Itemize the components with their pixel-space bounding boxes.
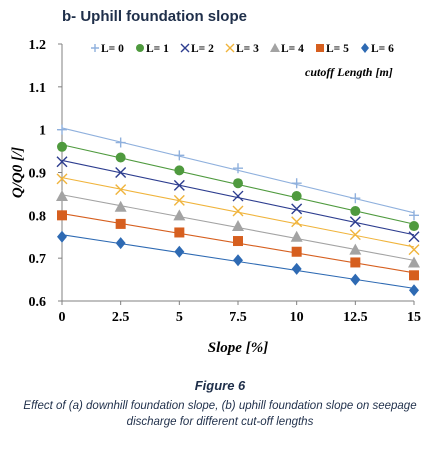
legend-label: L= 4 [281,43,304,55]
data-point-series-6 [233,254,243,267]
data-point-series-4 [173,209,186,221]
data-point-series-2 [173,179,185,191]
data-point-series-2 [232,190,244,202]
legend-label: L= 3 [236,43,259,55]
data-point-series-0 [57,124,67,135]
figure-label: Figure 6 [194,378,246,393]
y-tick-label: 0.7 [29,252,47,267]
legend-marker-series-3 [225,43,235,53]
data-point-series-5 [57,210,67,221]
legend-label: L= 2 [191,43,214,55]
data-point-series-4 [232,220,244,232]
data-point-series-1 [115,152,126,163]
data-point-series-3 [349,229,361,241]
y-tick-label: 0.9 [29,167,47,182]
data-point-series-1 [57,141,67,152]
legend-label: L= 6 [371,43,394,55]
legend: L= 0 L= 1 L= 2 L= 3 L= 4 L= 5 L= 6 [91,43,394,55]
y-tick-label: 1.2 [29,38,47,53]
data-point-series-3 [232,205,244,217]
data-point-series-4 [349,243,362,255]
x-axis-title: Slope [%] [208,340,268,356]
data-point-series-5 [233,236,243,247]
data-point-series-6 [174,245,185,258]
legend-label: L= 0 [101,43,124,55]
x-tick-label: 2.5 [112,310,130,325]
data-point-series-3 [173,194,185,206]
data-point-series-6 [115,237,126,250]
data-point-series-5 [115,218,126,229]
data-point-series-4 [290,230,303,242]
data-point-series-0 [291,178,302,189]
data-point-series-6 [291,262,302,275]
data-point-series-5 [174,227,185,238]
data-point-series-3 [408,244,420,256]
data-point-series-2 [349,216,361,228]
legend-marker-series-4 [270,43,280,52]
data-point-series-0 [233,163,243,174]
data-point-series-2 [56,156,68,168]
legend-marker-series-6 [361,43,369,53]
data-point-series-5 [350,257,361,268]
x-tick-label: 0 [59,310,66,325]
data-point-series-0 [409,210,419,221]
data-point-series-4 [408,256,420,268]
data-point-series-1 [174,165,185,176]
data-point-series-2 [408,231,420,243]
data-point-series-6 [350,273,361,286]
data-point-series-2 [115,167,127,178]
data-point-series-6 [57,230,67,243]
x-tick-label: 15 [407,310,421,325]
y-tick-label: 1 [39,124,46,139]
data-point-series-0 [115,137,126,148]
data-points [56,124,420,297]
ticks: 0 2.5 5 7.5 10 12.5 15 0.6 0.7 0.8 0.9 1 1.1 1.2 [29,38,422,325]
x-tick-label: 12.5 [343,310,368,325]
y-tick-label: 0.6 [29,295,47,310]
x-tick-label: 10 [290,310,304,325]
data-point-series-1 [233,178,243,189]
panel-title: b- Uphill foundation slope [62,8,247,25]
data-point-series-4 [114,200,127,212]
y-axis-title: Q/Q0 [/] [10,147,26,198]
legend-marker-series-0 [91,44,99,52]
figure-caption: Effect of (a) downhill foundation slope,… [23,400,417,428]
data-point-series-1 [350,206,361,217]
data-point-series-3 [291,216,303,228]
legend-marker-series-2 [180,43,190,53]
x-tick-label: 5 [176,310,183,325]
data-point-series-6 [409,284,419,297]
y-tick-label: 0.8 [29,209,47,224]
x-tick-label: 7.5 [229,310,247,325]
y-tick-label: 1.1 [29,81,47,96]
legend-marker-series-5 [316,44,324,52]
data-point-series-4 [56,190,68,202]
legend-label: L= 1 [146,43,169,55]
legend-note: cutoff Length [m] [305,65,393,79]
data-point-series-5 [291,246,302,257]
data-point-series-0 [350,193,361,204]
legend-label: L= 5 [326,43,349,55]
data-point-series-5 [409,270,419,281]
data-point-series-3 [115,184,127,196]
chart: 0 2.5 5 7.5 10 12.5 15 0.6 0.7 0.8 0.9 1 1.1 1.2 L= 0… [10,38,422,356]
data-point-series-1 [409,221,419,232]
data-point-series-3 [56,173,68,185]
legend-marker-series-1 [136,44,144,52]
data-point-series-2 [291,203,303,215]
data-point-series-1 [291,191,302,202]
data-point-series-0 [174,150,185,161]
